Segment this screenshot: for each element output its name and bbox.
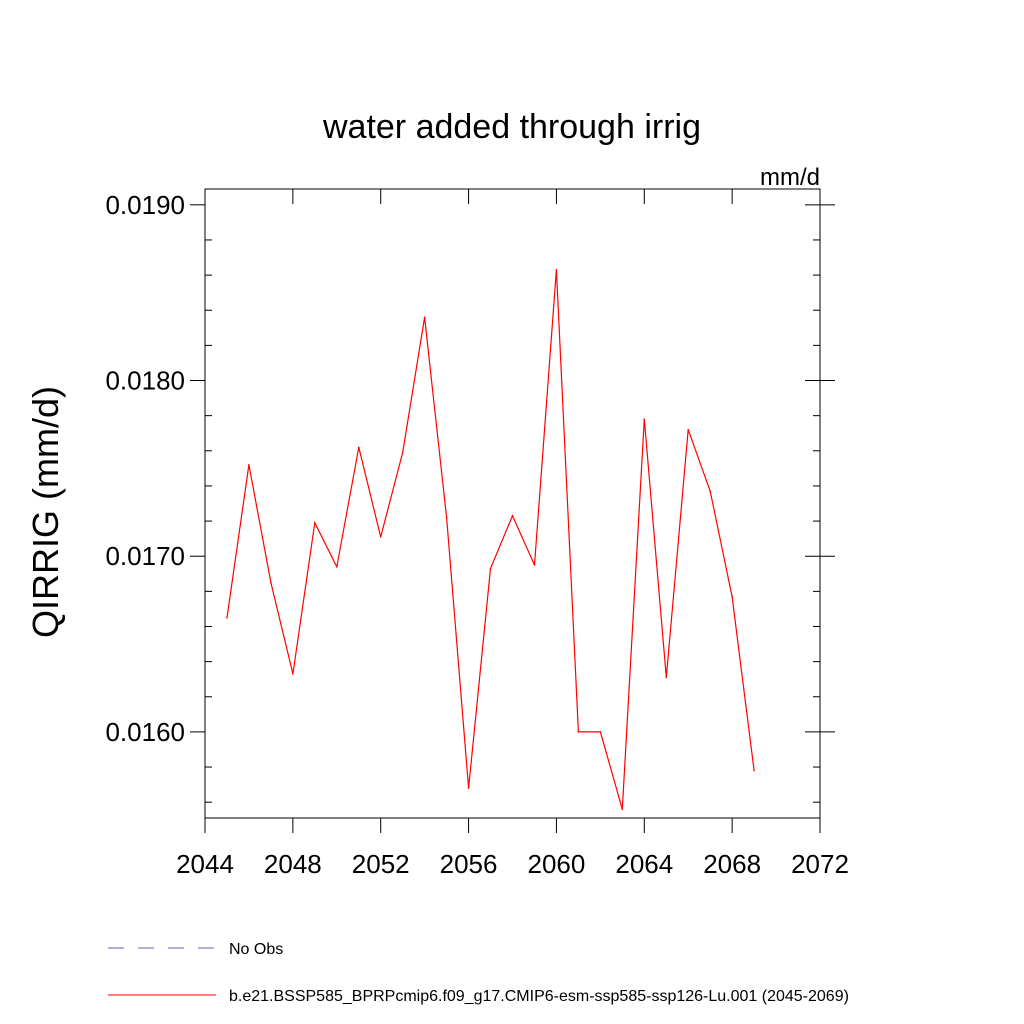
data-point (643, 418, 646, 420)
data-point (423, 316, 426, 319)
y-tick-label: 0.0190 (105, 190, 185, 220)
x-tick-label: 2048 (264, 849, 322, 879)
data-point (292, 673, 294, 675)
data-point (555, 269, 558, 271)
series-line (226, 269, 755, 810)
x-tick-label: 2044 (176, 849, 234, 879)
x-tick-label: 2068 (703, 849, 761, 879)
chart-title: water added through irrig (322, 108, 701, 146)
plot-frame (204, 188, 821, 819)
legend-label: b.e21.BSSP585_BPRPcmip6.f09_g17.CMIP6-es… (229, 988, 849, 1005)
x-tick-label: 2052 (352, 849, 410, 879)
data-point (621, 808, 624, 811)
data-point (687, 428, 690, 431)
data-point (357, 446, 360, 449)
data-point (709, 490, 711, 493)
units-label: mm/d (760, 164, 820, 191)
data-point (335, 565, 338, 568)
x-tick-label: 2064 (615, 849, 673, 879)
data-point (467, 787, 470, 789)
x-tick-label: 2072 (791, 849, 849, 879)
data-point (226, 616, 228, 619)
plot-area: 2044 2048 2052 2056 2060 2064 2068 2072 0.0160 0.… (105, 189, 849, 879)
data-point (665, 676, 668, 679)
data-point (379, 536, 382, 538)
data-point (489, 567, 492, 570)
x-tick-label: 2060 (528, 849, 586, 879)
legend-label: No Obs (229, 941, 283, 958)
data-point (248, 464, 250, 466)
data-point (599, 731, 602, 733)
data-point (753, 769, 755, 772)
data-point (533, 564, 536, 566)
y-tick-label: 0.0160 (105, 717, 185, 747)
legend: No Obs b.e21.BSSP585_BPRPcmip6.f09_g17.CM… (108, 941, 849, 1005)
data-point (314, 522, 316, 524)
data-point (731, 595, 733, 598)
data-point (577, 731, 580, 733)
x-tick-label: 2056 (440, 849, 498, 879)
data-point (445, 516, 448, 519)
data-point (511, 514, 514, 517)
y-tick-label: 0.0180 (105, 366, 185, 396)
y-axis-label: QIRRIG (mm/d) (25, 386, 66, 638)
data-point (270, 581, 272, 584)
data-point (401, 451, 404, 454)
y-tick-label: 0.0170 (105, 541, 185, 571)
